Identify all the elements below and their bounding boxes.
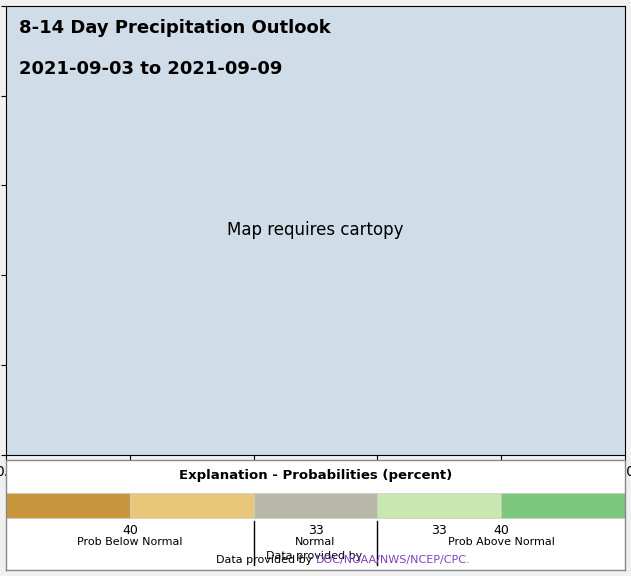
Text: Data provided by: Data provided by xyxy=(216,555,316,564)
Text: Data provided by DOC/NOAA/NWS/NCEP/CPC.: Data provided by DOC/NOAA/NWS/NCEP/CPC. xyxy=(0,575,1,576)
FancyBboxPatch shape xyxy=(501,494,625,518)
FancyBboxPatch shape xyxy=(6,494,130,518)
Text: 2021-09-03 to 2021-09-09: 2021-09-03 to 2021-09-09 xyxy=(19,60,282,78)
Text: 40: 40 xyxy=(122,524,138,537)
Text: 33: 33 xyxy=(308,524,323,537)
Text: Normal: Normal xyxy=(295,537,336,547)
Text: Prob Above Normal: Prob Above Normal xyxy=(447,537,555,547)
Text: DOC/NOAA/NWS/NCEP/CPC.: DOC/NOAA/NWS/NCEP/CPC. xyxy=(316,555,470,564)
FancyBboxPatch shape xyxy=(254,494,377,518)
Text: Map requires cartopy: Map requires cartopy xyxy=(227,221,404,239)
FancyBboxPatch shape xyxy=(130,494,254,518)
Text: 40: 40 xyxy=(493,524,509,537)
Text: Data provided by: Data provided by xyxy=(266,551,365,562)
Text: 33: 33 xyxy=(432,524,447,537)
FancyBboxPatch shape xyxy=(377,494,501,518)
Text: Prob Below Normal: Prob Below Normal xyxy=(77,537,183,547)
Text: Explanation - Probabilities (percent): Explanation - Probabilities (percent) xyxy=(179,469,452,482)
Text: 8-14 Day Precipitation Outlook: 8-14 Day Precipitation Outlook xyxy=(19,19,331,37)
